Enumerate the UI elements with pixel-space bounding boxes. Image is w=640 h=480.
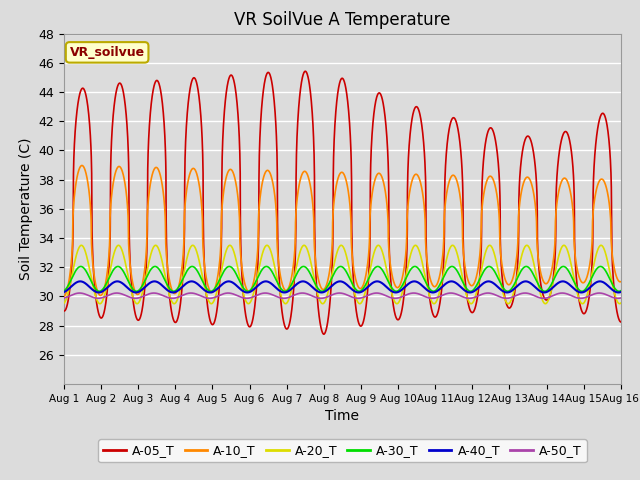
Y-axis label: Soil Temperature (C): Soil Temperature (C) [19, 138, 33, 280]
Title: VR SoilVue A Temperature: VR SoilVue A Temperature [234, 11, 451, 29]
X-axis label: Time: Time [325, 409, 360, 423]
Text: VR_soilvue: VR_soilvue [70, 46, 145, 59]
Legend: A-05_T, A-10_T, A-20_T, A-30_T, A-40_T, A-50_T: A-05_T, A-10_T, A-20_T, A-30_T, A-40_T, … [98, 439, 587, 462]
